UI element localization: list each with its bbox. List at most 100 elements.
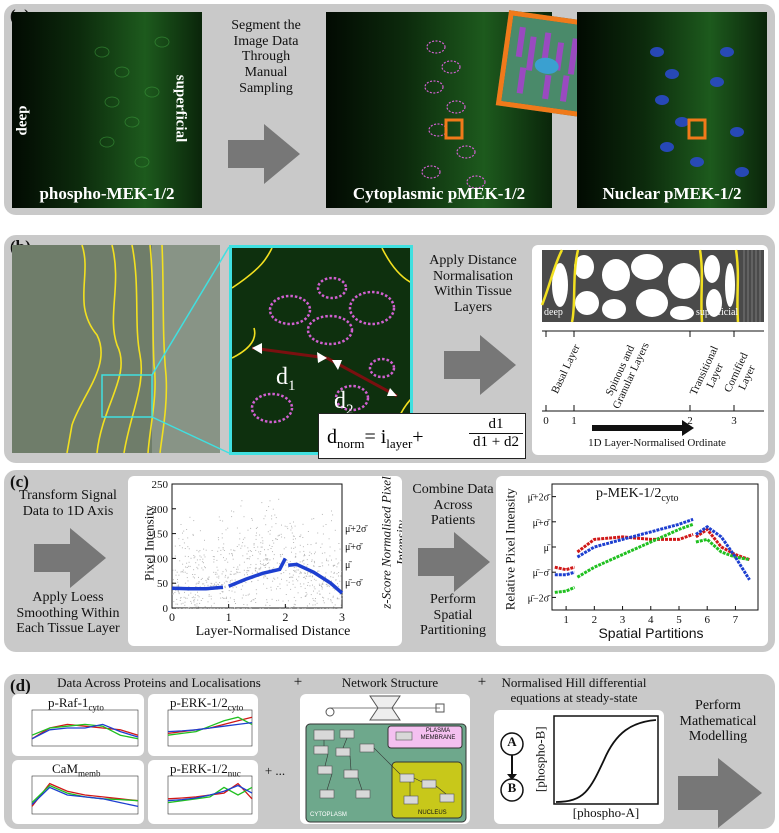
series-line-2 [695, 524, 751, 581]
scatter-point [264, 565, 266, 567]
scatter-point [240, 505, 242, 507]
scatter-point [312, 575, 313, 577]
scatter-point [213, 571, 215, 573]
formula-eq: = i [364, 426, 387, 448]
scatter-point [334, 604, 336, 606]
scatter-point [293, 542, 295, 543]
scatter-point [275, 517, 277, 519]
scatter-point [192, 534, 194, 536]
scatter-point [251, 519, 253, 521]
scatter-point [255, 567, 257, 569]
mini-series-2 [167, 784, 253, 802]
layer-schematic: deep superficial Basal Layer Spinous and… [532, 245, 768, 455]
scatter-point [215, 571, 217, 573]
scatter-point [218, 547, 220, 549]
scatter-point [265, 563, 267, 565]
scatter-point [327, 584, 329, 586]
scatter-point [173, 593, 174, 595]
scatter-point [315, 608, 317, 609]
scatter-point [321, 513, 323, 515]
scatter-point [329, 546, 331, 548]
scatter-point [224, 585, 226, 587]
scatter-point [194, 604, 196, 606]
scatter-point [270, 548, 272, 549]
scatter-point [238, 544, 240, 546]
image3-caption: Nuclear pMEK-1/2 [602, 184, 742, 203]
scatter-point [179, 545, 181, 547]
scatter-point [314, 588, 316, 590]
mini-chart-erk-cyto [167, 709, 253, 747]
scatter-point [268, 562, 270, 564]
scatter-point [233, 573, 235, 575]
scatter-point [334, 589, 336, 591]
scatter-point [278, 599, 280, 601]
scatter-point [247, 547, 249, 549]
scatter-point [316, 592, 318, 594]
scatter-point [253, 543, 255, 545]
scatter-point [175, 603, 177, 605]
scatter-point [285, 564, 287, 566]
scatter-point [294, 571, 296, 573]
scatter-point [255, 570, 257, 572]
scatter-point [208, 579, 210, 580]
scatter-point [242, 594, 244, 596]
scatter-point [237, 566, 239, 568]
scatter-point [182, 569, 184, 571]
scatter-point [246, 572, 248, 574]
scatter-point [255, 528, 257, 529]
scatter-point [197, 591, 198, 593]
scatter-point [332, 565, 334, 567]
scatter-point [279, 608, 281, 609]
scatter-point [314, 553, 315, 555]
scatter-point [178, 592, 180, 594]
scatter-point [293, 606, 295, 607]
scatter-point [246, 570, 248, 572]
scatter-point [234, 579, 236, 581]
scatter-point [274, 578, 276, 580]
scatter-point [291, 532, 293, 534]
scatter-point [274, 514, 276, 516]
scatter-point [178, 593, 180, 595]
scatter-point [268, 506, 270, 508]
scatter-point [331, 510, 332, 512]
scatter-point [203, 608, 205, 609]
scatter-point [286, 584, 288, 586]
scatter-point [289, 573, 291, 575]
scatter-point [177, 581, 179, 583]
network-title: Network Structure [341, 675, 439, 690]
scatter-point [285, 546, 287, 548]
scatter-point [237, 572, 239, 574]
scatter-point [304, 576, 306, 578]
hill-chart [500, 715, 659, 805]
scatter-point [257, 579, 259, 581]
scatter-point [305, 592, 307, 593]
scatter-point [190, 592, 192, 594]
plot1-ytick: 150 [152, 529, 169, 541]
mini-series-1 [31, 723, 139, 740]
scatter-point [227, 577, 229, 579]
scatter-point [315, 542, 317, 544]
scatter-point [339, 580, 341, 582]
scatter-point [186, 572, 188, 574]
scatter-point [293, 596, 295, 598]
scatter-point [327, 598, 329, 600]
scatter-point [199, 555, 201, 557]
scatter-point [197, 599, 199, 601]
plot1-xtick: 1 [226, 610, 232, 624]
scatter-point [193, 555, 195, 556]
scatter-point [227, 527, 229, 529]
scatter-point [180, 524, 182, 525]
scatter-point [325, 584, 327, 586]
scatter-point [329, 555, 331, 557]
scatter-point [332, 564, 334, 566]
scatter-point [184, 548, 186, 549]
mini-frame [167, 775, 253, 815]
plot1-frame [171, 483, 343, 609]
scatter-point [179, 600, 181, 601]
scatter-point [198, 564, 200, 566]
scatter-point [213, 583, 215, 585]
scatter-point [207, 584, 209, 586]
series-line-1 [554, 585, 576, 594]
scatter-point [198, 551, 200, 553]
scatter-point [197, 595, 199, 597]
